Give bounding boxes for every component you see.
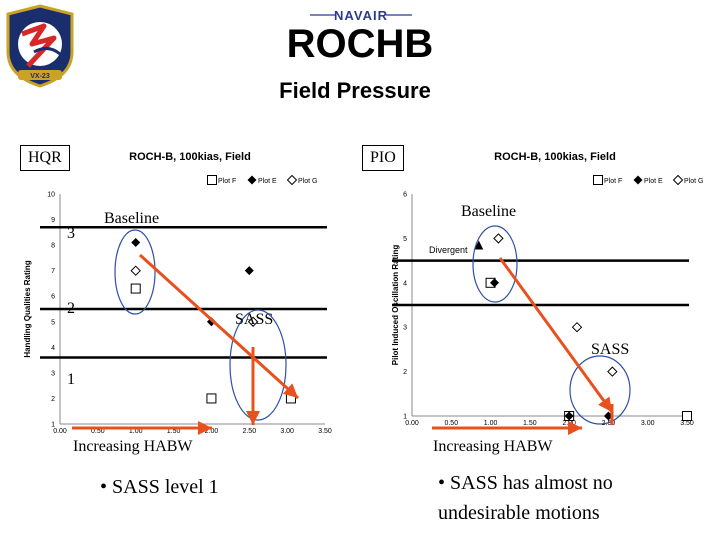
hqr-x-tick-label: 2.50	[242, 428, 256, 435]
hqr-y-tick-label: 10	[47, 192, 55, 199]
right-bullet: • SASS has almost no undesirable motions	[438, 472, 613, 524]
pio-legend-marker	[672, 174, 684, 186]
hqr-level-2-label: 2	[67, 300, 75, 317]
squadron-logo-text: VX-23	[30, 73, 50, 80]
hqr-data-point	[206, 393, 217, 404]
hqr-y-axis-label: Handling Qualities Rating	[23, 260, 32, 357]
pio-y-tick-label: 4	[403, 280, 407, 287]
hqr-chart-title: ROCH-B, 100kias, Field	[129, 151, 251, 163]
hqr-data-point	[131, 238, 141, 248]
hqr-legend-entry: Plot E	[258, 178, 277, 185]
pio-y-tick-label: 1	[403, 414, 407, 421]
hqr-level-3-label: 3	[67, 225, 75, 242]
hqr-trend-arrow-head	[282, 383, 298, 398]
pio-label: PIO	[362, 145, 404, 171]
hqr-level-1-label: 1	[67, 371, 75, 388]
pio-data-point	[607, 366, 618, 377]
pio-x-tick-label: 2.50	[602, 420, 616, 427]
hqr-sass-marker-line-head	[246, 411, 260, 425]
pio-data-point	[571, 321, 583, 333]
pio-y-tick-label: 2	[403, 369, 407, 376]
hqr-baseline-circle	[114, 229, 156, 315]
hqr-x-tick-label: 0.50	[91, 428, 105, 435]
hqr-data-point	[247, 316, 259, 327]
hqr-x-tick-label: 3.00	[280, 428, 294, 435]
pio-x-tick-label: 1.00	[484, 420, 498, 427]
pio-data-point	[493, 233, 504, 244]
pio-sass-label: SASS	[591, 341, 629, 358]
pio-sass-circle	[569, 355, 631, 425]
page-subtitle: Field Pressure	[279, 78, 431, 103]
hqr-baseline-label: Baseline	[104, 210, 159, 227]
squadron-patch-logo: VX-23	[6, 4, 74, 88]
pio-x-tick-label: 3.00	[641, 420, 655, 427]
hqr-x-tick-label: 1.00	[129, 428, 143, 435]
pio-data-point	[564, 411, 574, 421]
pio-x-tick-label: 0.00	[405, 420, 419, 427]
hqr-y-tick-label: 6	[51, 294, 55, 301]
hqr-data-point	[244, 266, 254, 276]
pio-divergent-label: Divergent	[429, 245, 468, 255]
hqr-y-tick-label: 8	[51, 243, 55, 250]
hqr-legend-marker	[207, 175, 217, 185]
pio-data-point	[474, 240, 484, 250]
pio-legend-entry: Plot E	[644, 178, 663, 185]
pio-baseline-label: Baseline	[461, 203, 516, 220]
pio-x-tick-label: 1.50	[523, 420, 537, 427]
hqr-label: HQR	[20, 145, 70, 171]
hqr-data-point	[130, 265, 141, 276]
pio-chart-title: ROCH-B, 100kias, Field	[494, 151, 616, 163]
hqr-increasing-label: Increasing HABW	[73, 438, 193, 455]
pio-data-point	[682, 411, 692, 421]
hqr-y-tick-label: 1	[51, 422, 55, 429]
pio-data-point	[490, 278, 499, 288]
page-title: ROCHB	[286, 22, 434, 66]
hqr-y-tick-label: 7	[51, 268, 55, 275]
hqr-x-tick-label: 2.00	[205, 428, 219, 435]
hqr-y-tick-label: 3	[51, 370, 55, 377]
pio-legend-marker	[593, 175, 603, 185]
navair-logo: NAVAIR	[310, 8, 412, 23]
pio-increasing-arrow-head	[568, 421, 582, 435]
hqr-y-tick-label: 5	[51, 319, 55, 326]
hqr-sass-circle	[229, 309, 287, 421]
pio-legend-entry: Plot G	[684, 178, 703, 185]
hqr-x-tick-label: 3.50	[318, 428, 332, 435]
hqr-legend-entry: Plot F	[218, 178, 236, 185]
left-bullet: • SASS level 1	[100, 476, 219, 498]
hqr-legend-marker	[286, 174, 298, 186]
pio-baseline-circle	[472, 225, 518, 303]
hqr-x-tick-label: 0.00	[53, 428, 67, 435]
hqr-increasing-arrow-head	[198, 421, 212, 435]
hqr-y-tick-label: 9	[51, 217, 55, 224]
hqr-x-tick-label: 1.50	[167, 428, 181, 435]
hqr-legend-entry: Plot G	[298, 178, 317, 185]
hqr-y-tick-label: 4	[51, 345, 55, 352]
pio-trend-arrow-head	[598, 396, 612, 412]
pio-x-tick-label: 0.50	[444, 420, 458, 427]
pio-legend-entry: Plot F	[604, 178, 622, 185]
hqr-legend-marker	[247, 175, 257, 185]
hqr-trend-arrow	[138, 253, 300, 400]
pio-x-tick-label: 3.50	[680, 420, 694, 427]
pio-trend-arrow	[498, 257, 614, 413]
pio-legend-marker	[633, 175, 643, 185]
pio-y-tick-label: 3	[403, 325, 407, 332]
navair-logo-text: NAVAIR	[334, 8, 388, 23]
hqr-sass-label: SASS	[235, 311, 273, 328]
pio-increasing-label: Increasing HABW	[433, 438, 553, 455]
pio-y-tick-label: 5	[403, 236, 407, 243]
hqr-data-point	[130, 283, 141, 294]
hqr-y-tick-label: 2	[51, 396, 55, 403]
pio-y-tick-label: 6	[403, 192, 407, 199]
